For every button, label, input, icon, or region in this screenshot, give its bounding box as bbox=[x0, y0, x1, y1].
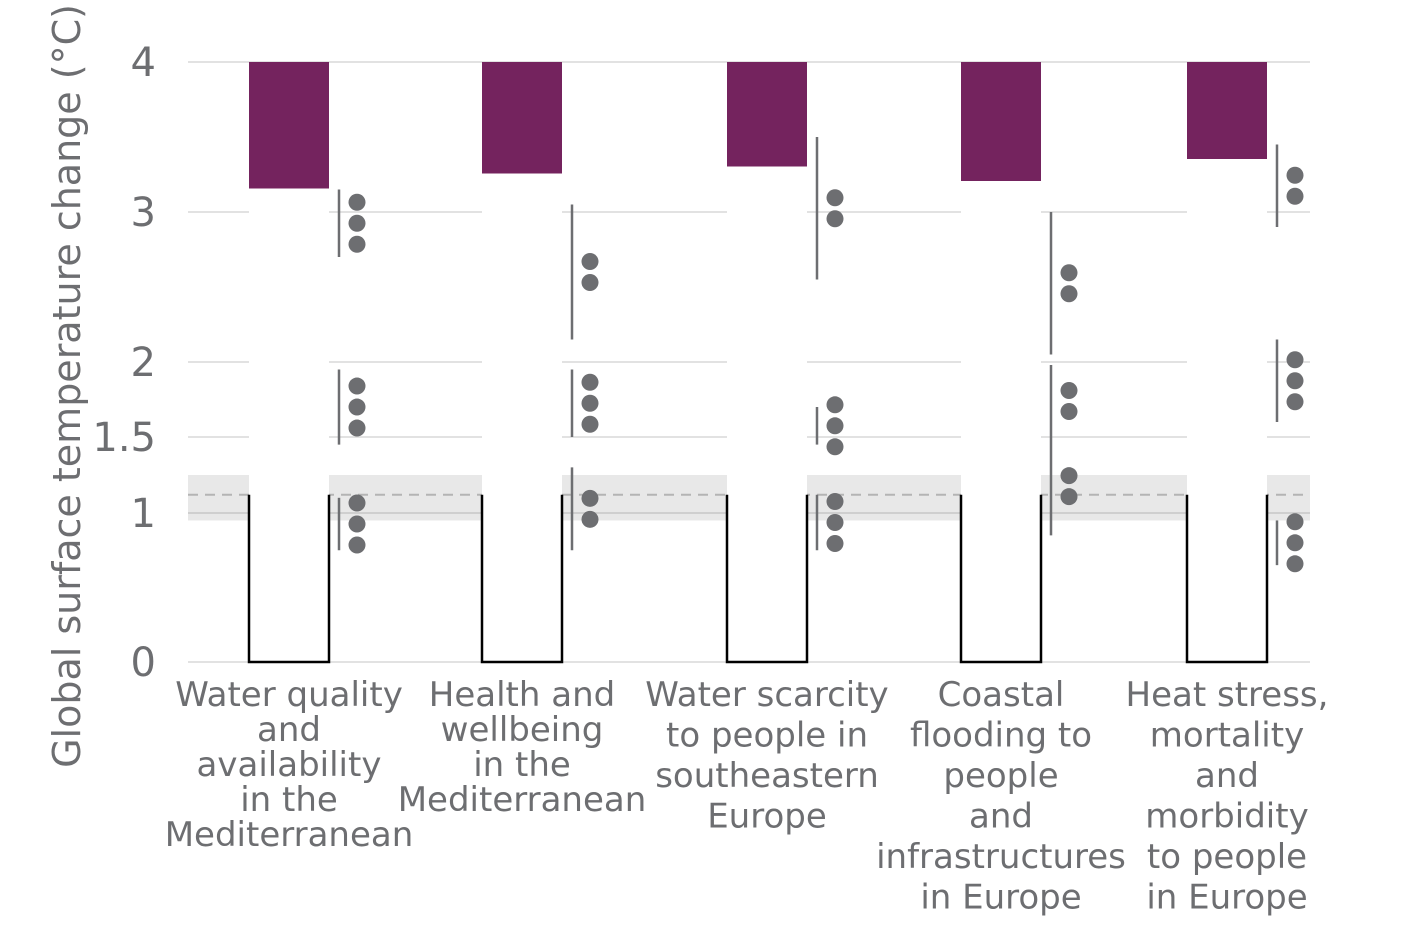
category-label-line: and bbox=[1195, 756, 1259, 796]
y-tick-label: 1.5 bbox=[92, 415, 156, 461]
y-axis-title: Global surface temperature change (°C) bbox=[45, 4, 89, 768]
category-label-line: wellbeing bbox=[441, 710, 604, 750]
confidence-dot bbox=[581, 274, 599, 291]
confidence-dot bbox=[826, 535, 844, 553]
category-label-line: Heat stress, bbox=[1126, 675, 1329, 715]
category-label-line: to people in bbox=[666, 716, 868, 756]
confidence-dot bbox=[826, 417, 844, 435]
y-tick-label: 4 bbox=[131, 40, 156, 86]
category-label-line: Health and bbox=[429, 675, 615, 715]
ember-bar bbox=[959, 62, 1043, 664]
ember-outline bbox=[480, 494, 564, 664]
confidence-dot bbox=[1286, 166, 1304, 184]
confidence-dot bbox=[1286, 393, 1304, 411]
confidence-dot bbox=[826, 514, 844, 532]
ember-outline bbox=[1185, 494, 1269, 664]
ember-bar bbox=[480, 62, 564, 664]
confidence-dot bbox=[826, 493, 844, 511]
confidence-dot bbox=[348, 235, 366, 253]
confidence-dot bbox=[581, 489, 599, 507]
category-label-line: to people bbox=[1147, 837, 1307, 877]
ember-fill bbox=[961, 62, 1041, 662]
ember-fill bbox=[249, 62, 329, 662]
category-label-line: in the bbox=[473, 745, 571, 785]
category-label-line: mortality bbox=[1150, 716, 1304, 756]
confidence-dot bbox=[581, 394, 599, 412]
category-label-line: morbidity bbox=[1145, 797, 1308, 837]
confidence-dot bbox=[348, 214, 366, 232]
confidence-dot bbox=[1286, 513, 1304, 531]
confidence-dot bbox=[826, 189, 844, 207]
category-label-line: Europe bbox=[707, 797, 827, 837]
confidence-dot bbox=[1060, 382, 1078, 399]
confidence-dot bbox=[348, 377, 366, 395]
confidence-dot bbox=[581, 510, 599, 528]
confidence-dot bbox=[826, 210, 844, 228]
category-label-line: Water quality bbox=[175, 675, 403, 715]
confidence-dot bbox=[1060, 264, 1078, 282]
ember-fill bbox=[482, 62, 562, 662]
ember-outline bbox=[247, 494, 331, 664]
y-tick-label: 0 bbox=[131, 640, 156, 686]
confidence-dot bbox=[826, 438, 844, 456]
confidence-dot bbox=[1060, 488, 1078, 506]
category-label-line: infrastructures bbox=[876, 837, 1126, 877]
confidence-dot bbox=[1286, 372, 1304, 390]
ember-outline bbox=[959, 494, 1043, 664]
confidence-dot bbox=[1060, 467, 1078, 485]
category-label-line: and bbox=[969, 797, 1033, 837]
y-tick-labels: 0 1 1.5 2 3 4 bbox=[92, 40, 156, 686]
confidence-dot bbox=[581, 415, 599, 433]
confidence-dot bbox=[581, 253, 599, 270]
confidence-dot bbox=[1286, 555, 1304, 573]
category-label-line: Water scarcity bbox=[645, 675, 888, 715]
category-label-line: in the bbox=[240, 780, 338, 820]
ember-bar bbox=[1185, 62, 1269, 664]
confidence-dot bbox=[1286, 534, 1304, 552]
confidence-dot bbox=[1286, 351, 1304, 369]
category-label-line: Mediterranean bbox=[165, 815, 414, 855]
confidence-dot bbox=[581, 373, 599, 391]
confidence-dot bbox=[348, 515, 366, 533]
embers-layer bbox=[247, 62, 1269, 664]
ember-fill bbox=[1187, 62, 1267, 662]
confidence-dot bbox=[348, 398, 366, 416]
ember-bar bbox=[725, 62, 809, 664]
category-label-line: Mediterranean bbox=[398, 780, 647, 820]
category-label-line: people bbox=[943, 756, 1058, 796]
confidence-dot bbox=[348, 419, 366, 437]
confidence-layer bbox=[337, 137, 1304, 573]
y-tick-label: 3 bbox=[131, 190, 156, 236]
ember-bar bbox=[247, 62, 331, 664]
confidence-dot bbox=[348, 193, 366, 211]
category-label-line: in Europe bbox=[1146, 878, 1307, 918]
ember-outline bbox=[725, 494, 809, 664]
confidence-dot bbox=[826, 396, 844, 414]
y-tick-label: 1 bbox=[131, 491, 156, 537]
confidence-dot bbox=[348, 494, 366, 512]
ember-fill bbox=[727, 62, 807, 662]
confidence-dot bbox=[1286, 187, 1304, 205]
category-label-line: availability bbox=[197, 745, 382, 785]
confidence-dot bbox=[1060, 285, 1078, 303]
y-tick-label: 2 bbox=[131, 340, 156, 386]
category-label-line: southeastern bbox=[655, 756, 879, 796]
category-label-line: in Europe bbox=[920, 878, 1081, 918]
category-label-line: flooding to bbox=[910, 716, 1092, 756]
confidence-dot bbox=[1060, 403, 1078, 420]
confidence-dot bbox=[348, 536, 366, 554]
category-label-line: Coastal bbox=[938, 675, 1065, 715]
category-label-line: and bbox=[257, 710, 321, 750]
